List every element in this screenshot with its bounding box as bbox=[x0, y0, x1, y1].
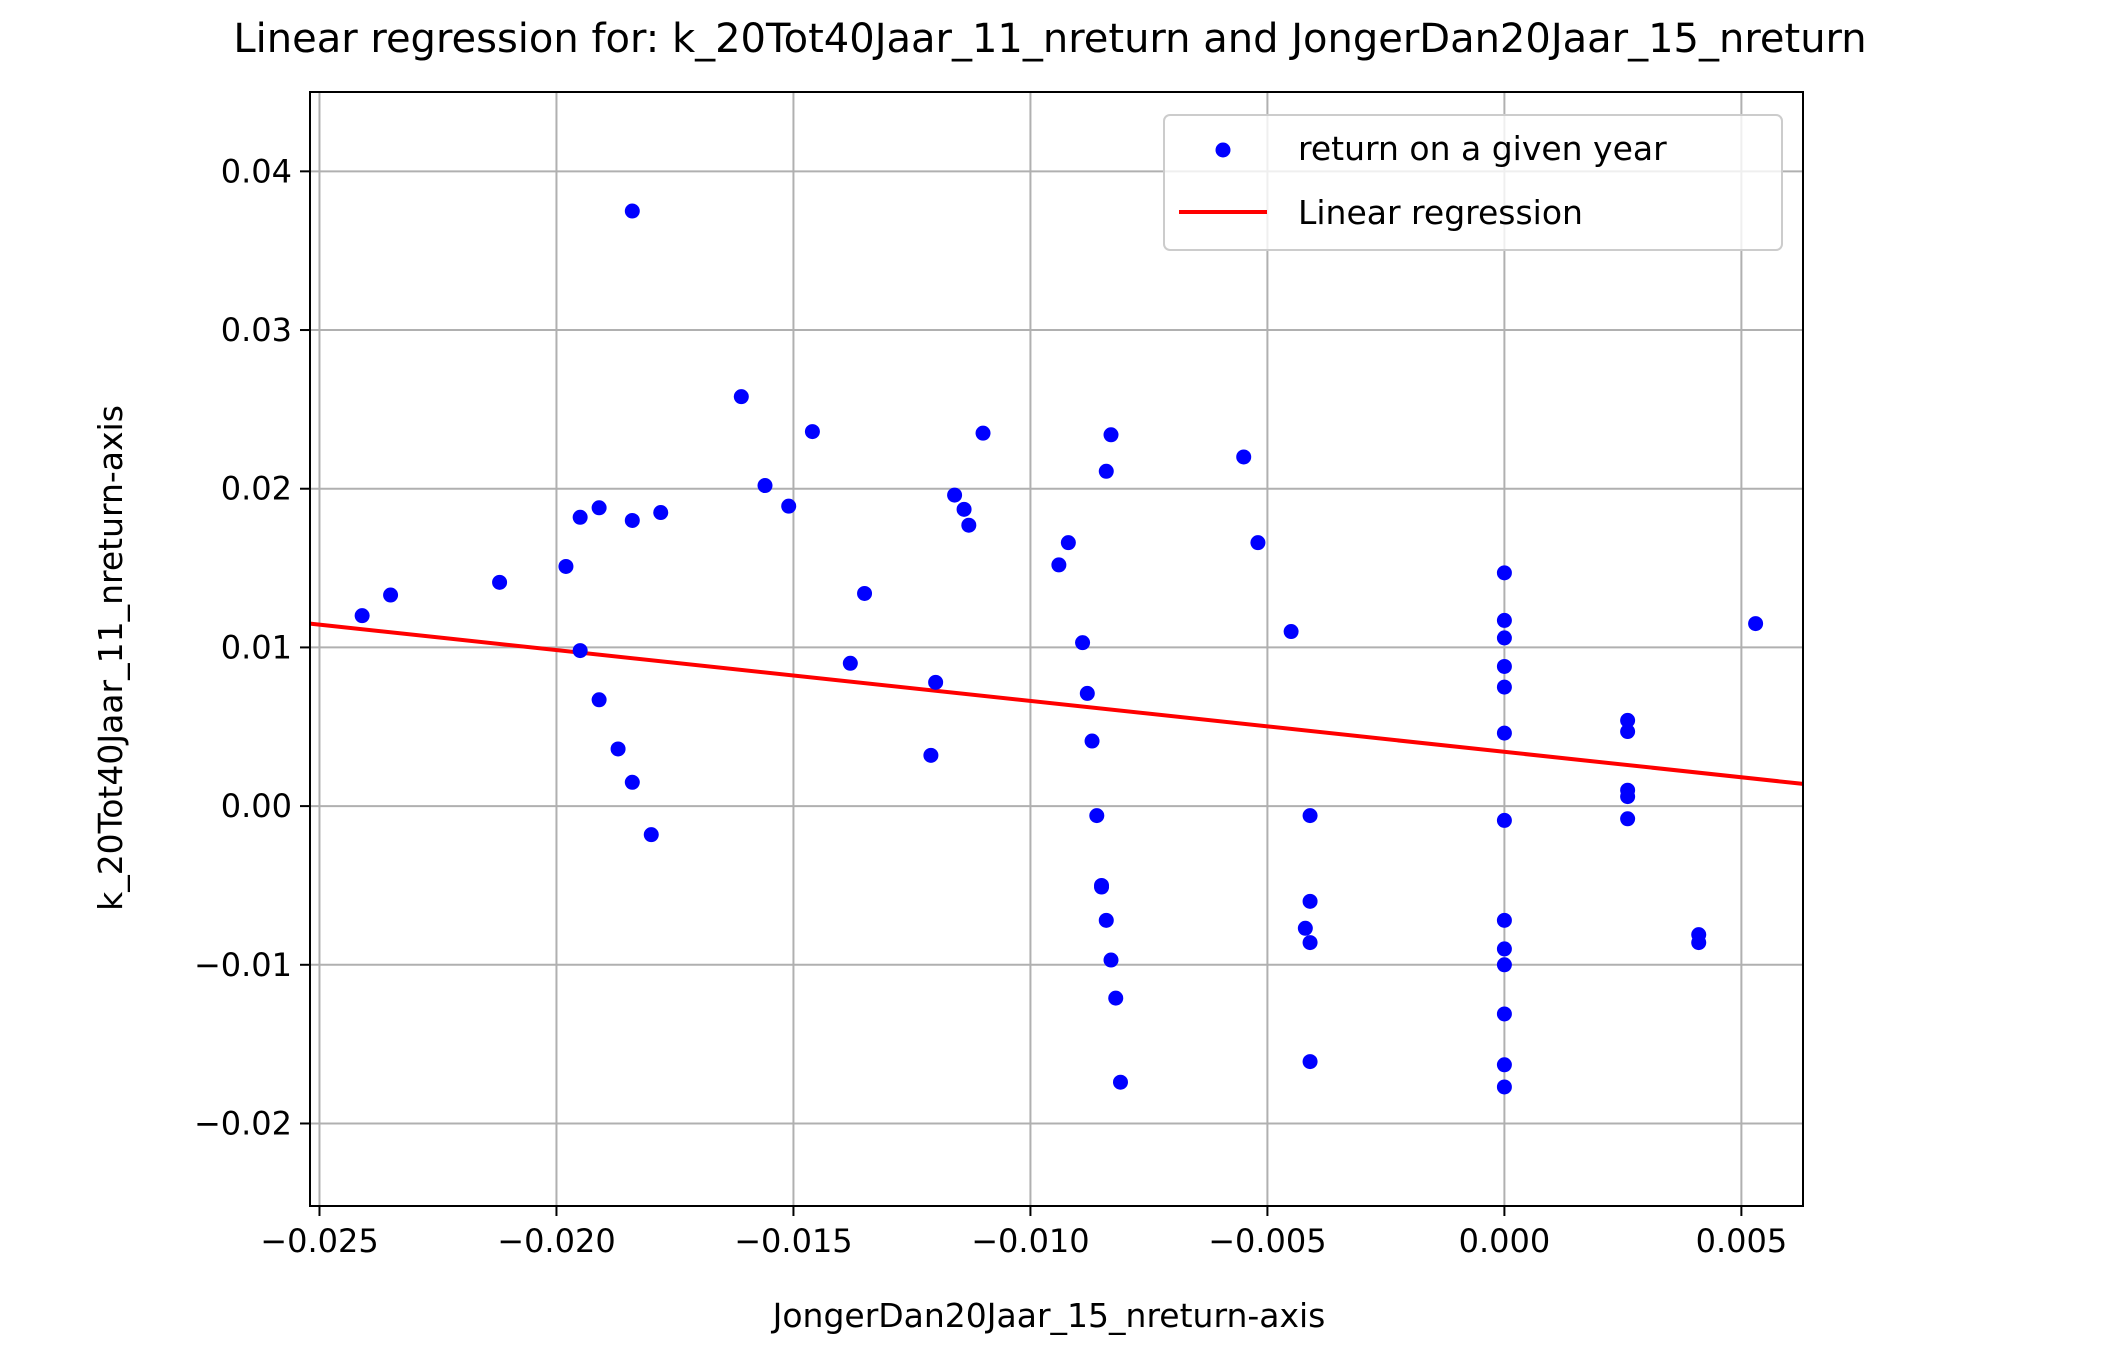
scatter-point bbox=[1060, 535, 1076, 551]
scatter-point bbox=[1051, 557, 1067, 573]
scatter-point bbox=[947, 487, 963, 503]
y-tick-label: 0.03 bbox=[221, 311, 292, 349]
scatter-point bbox=[1084, 733, 1100, 749]
scatter-point bbox=[591, 692, 607, 708]
scatter-point bbox=[1496, 912, 1512, 928]
x-axis-label: JongerDan20Jaar_15_nreturn-axis bbox=[771, 1296, 1326, 1335]
scatter-point bbox=[1620, 712, 1636, 728]
y-tick-label: −0.01 bbox=[194, 946, 292, 984]
scatter-point bbox=[1094, 877, 1110, 893]
scatter-point bbox=[781, 498, 797, 514]
scatter-point bbox=[1496, 1079, 1512, 1095]
scatter-point bbox=[354, 608, 370, 624]
legend: return on a given year Linear regression bbox=[1163, 114, 1783, 251]
scatter-points bbox=[354, 203, 1764, 1095]
scatter-point bbox=[1496, 612, 1512, 628]
scatter-point bbox=[591, 500, 607, 516]
scatter-point bbox=[1112, 1074, 1128, 1090]
y-tick-label: 0.02 bbox=[221, 470, 292, 508]
scatter-point bbox=[653, 505, 669, 521]
scatter-point bbox=[975, 425, 991, 441]
x-axis-ticks: −0.025 −0.020 −0.015 −0.010 −0.005 0.000 0.005 bbox=[260, 1206, 1787, 1260]
scatter-point bbox=[1103, 952, 1119, 968]
scatter-point bbox=[1250, 535, 1266, 551]
scatter-point bbox=[1620, 789, 1636, 805]
scatter-point bbox=[804, 424, 820, 440]
x-tick-label: −0.015 bbox=[734, 1222, 852, 1260]
scatter-point bbox=[1079, 685, 1095, 701]
scatter-point bbox=[757, 478, 773, 494]
scatter-point bbox=[492, 574, 508, 590]
scatter-point bbox=[1496, 1057, 1512, 1073]
scatter-point bbox=[842, 655, 858, 671]
y-axis-ticks: −0.02 −0.01 0.00 0.01 0.02 0.03 0.04 bbox=[194, 152, 310, 1142]
plot-frame bbox=[309, 91, 1804, 1207]
regression-line bbox=[309, 621, 1804, 786]
scatter-point bbox=[1302, 893, 1318, 909]
scatter-point bbox=[1302, 935, 1318, 951]
scatter-point bbox=[1089, 808, 1105, 824]
scatter-point bbox=[572, 643, 588, 659]
scatter-point bbox=[1620, 724, 1636, 740]
scatter-point bbox=[1297, 920, 1313, 936]
scatter-point bbox=[1098, 912, 1114, 928]
y-tick-label: −0.02 bbox=[194, 1104, 292, 1142]
scatter-point bbox=[1496, 812, 1512, 828]
y-tick-label: 0.01 bbox=[221, 628, 292, 666]
scatter-point bbox=[558, 558, 574, 574]
scatter-point bbox=[857, 585, 873, 601]
x-tick-label: 0.005 bbox=[1696, 1222, 1788, 1260]
scatter-point bbox=[1496, 630, 1512, 646]
scatter-point bbox=[1302, 1054, 1318, 1070]
scatter-point bbox=[1283, 624, 1299, 640]
x-tick-label: −0.020 bbox=[497, 1222, 615, 1260]
scatter-point bbox=[624, 774, 640, 790]
scatter-point bbox=[624, 203, 640, 219]
y-axis-label: k_20Tot40Jaar_11_nreturn-axis bbox=[91, 405, 130, 911]
scatter-point bbox=[1691, 935, 1707, 951]
scatter-point bbox=[733, 389, 749, 405]
y-tick-label: 0.04 bbox=[221, 152, 292, 190]
legend-label-scatter: return on a given year bbox=[1298, 129, 1667, 168]
scatter-point bbox=[1075, 635, 1091, 651]
x-tick-label: −0.005 bbox=[1208, 1222, 1326, 1260]
x-tick-label: −0.025 bbox=[260, 1222, 378, 1260]
scatter-point bbox=[572, 509, 588, 525]
legend-label-line: Linear regression bbox=[1298, 193, 1583, 232]
scatter-point bbox=[1496, 565, 1512, 581]
y-tick-label: 0.00 bbox=[221, 787, 292, 825]
scatter-point bbox=[624, 512, 640, 528]
scatter-point bbox=[1620, 811, 1636, 827]
scatter-point bbox=[956, 501, 972, 517]
scatter-point bbox=[610, 741, 626, 757]
scatter-point bbox=[1496, 679, 1512, 695]
scatter-point bbox=[1496, 725, 1512, 741]
scatter-point bbox=[1103, 427, 1119, 443]
legend-box bbox=[1163, 114, 1783, 251]
scatter-point bbox=[383, 587, 399, 603]
scatter-point bbox=[1108, 990, 1124, 1006]
scatter-point bbox=[928, 674, 944, 690]
scatter-point bbox=[1236, 449, 1252, 465]
scatter-point bbox=[961, 517, 977, 533]
scatter-point bbox=[1496, 1006, 1512, 1022]
chart-title: Linear regression for: k_20Tot40Jaar_11_… bbox=[233, 16, 1866, 62]
scatter-point bbox=[643, 827, 659, 843]
scatter-point bbox=[1098, 463, 1114, 479]
scatter-point bbox=[1496, 658, 1512, 674]
scatter-point bbox=[1496, 957, 1512, 973]
legend-scatter-marker bbox=[1215, 142, 1231, 158]
x-tick-label: 0.000 bbox=[1459, 1222, 1551, 1260]
x-tick-label: −0.010 bbox=[971, 1222, 1089, 1260]
scatter-point bbox=[1496, 941, 1512, 957]
scatter-point bbox=[923, 747, 939, 763]
scatter-point bbox=[1302, 808, 1318, 824]
regression-line-layer bbox=[309, 621, 1804, 786]
scatter-point bbox=[1748, 616, 1764, 632]
